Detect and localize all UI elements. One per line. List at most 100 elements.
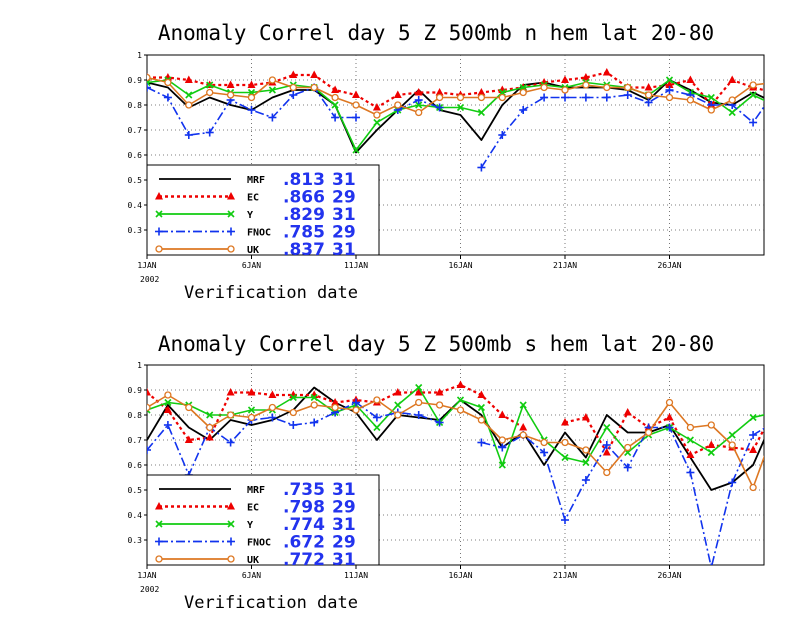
legend-name: FNOC: [247, 228, 271, 239]
data-point: [331, 101, 339, 109]
data-point: [456, 380, 465, 388]
series-line: [147, 71, 764, 109]
legend-marker: [155, 192, 163, 200]
data-point: [268, 86, 276, 94]
data-point: [561, 453, 569, 462]
data-point: [707, 93, 715, 102]
legend-count: 29: [332, 533, 356, 553]
data-point: [310, 418, 319, 427]
data-point: [770, 406, 778, 414]
data-point: [226, 80, 235, 88]
data-point: [749, 118, 758, 127]
data-point: [435, 388, 444, 396]
data-point: [665, 423, 674, 432]
data-point: [477, 93, 486, 102]
series-ec: [147, 380, 778, 458]
data-point: [707, 106, 715, 114]
data-point: [602, 93, 611, 102]
data-point: [665, 93, 674, 102]
legend-mean: .798: [283, 498, 325, 518]
x-tick-label: 11JAN: [344, 261, 368, 270]
legend-marker: [227, 210, 235, 218]
legend: MRF .735 31 EC .798 29 Y .774 31 FNOC .672 29 UK .772…: [146, 474, 380, 570]
data-point: [373, 423, 381, 432]
data-point: [477, 88, 486, 96]
x-tick-label: 26JAN: [657, 571, 681, 580]
data-point: [435, 93, 444, 102]
data-point: [393, 90, 402, 98]
x-tick-label: 21JAN: [553, 261, 577, 270]
data-point: [147, 446, 151, 454]
data-point: [414, 411, 423, 419]
data-point: [749, 91, 757, 99]
data-point: [352, 101, 360, 109]
data-point: [519, 423, 528, 431]
data-point: [352, 398, 360, 407]
data-point: [331, 398, 340, 406]
series-uk: [147, 391, 777, 492]
legend-marker: [227, 520, 235, 528]
data-point: [707, 421, 715, 429]
y-tick-label: 0.4: [128, 511, 143, 520]
x-tick-label: 26JAN: [657, 261, 681, 270]
data-point: [603, 423, 611, 432]
data-point: [456, 406, 465, 414]
data-point: [147, 388, 151, 396]
legend-mean: .672: [283, 533, 325, 553]
series-uk: [147, 73, 764, 119]
data-point: [414, 388, 423, 396]
legend-item-y: Y .774 31: [155, 515, 356, 535]
legend-name: EC: [247, 503, 259, 514]
data-point: [331, 113, 340, 122]
legend-count: 31: [332, 480, 356, 500]
data-point: [247, 413, 256, 422]
data-point: [686, 75, 695, 83]
y-tick-label: 0.6: [128, 151, 143, 160]
data-point: [164, 391, 172, 399]
x-tick-label: 1JAN: [137, 571, 156, 580]
data-point: [686, 450, 695, 458]
data-point: [519, 106, 528, 114]
data-point: [163, 93, 172, 102]
x-tick-label: 21JAN: [553, 571, 577, 580]
y-tick-label: 0.9: [128, 76, 143, 85]
data-point: [331, 85, 340, 93]
legend-marker: [155, 210, 163, 218]
data-point: [728, 441, 736, 449]
data-point: [749, 445, 758, 453]
legend-item-ec: EC .866 29: [155, 188, 356, 208]
data-point: [644, 91, 653, 99]
legend-marker: [155, 245, 163, 253]
x-tick-label: 16JAN: [448, 571, 472, 580]
data-point: [771, 427, 777, 433]
data-point: [561, 75, 569, 83]
data-point: [561, 516, 569, 524]
x-axis: 1JAN 6JAN 11JAN 16JAN 21JAN 26JAN: [137, 255, 682, 270]
series-group: [147, 68, 764, 172]
y-tick-label: 0.9: [128, 386, 143, 395]
data-point: [770, 419, 778, 427]
data-point: [289, 83, 297, 92]
data-point: [164, 398, 172, 407]
legend-mean: .837: [283, 240, 325, 260]
data-point: [749, 81, 757, 89]
data-point: [665, 86, 674, 94]
data-point: [310, 401, 318, 409]
data-point: [665, 398, 674, 407]
data-point: [415, 398, 423, 407]
legend-item-uk: UK .837 31: [155, 240, 356, 260]
data-point: [373, 118, 381, 127]
data-point: [498, 443, 507, 452]
data-point: [644, 428, 653, 437]
chart-title: Anomaly Correl day 5 Z 500mb n hem lat 2…: [158, 21, 714, 45]
data-point: [581, 73, 590, 81]
legend-mean: .735: [283, 480, 325, 500]
legend-name: EC: [247, 193, 259, 204]
data-point: [771, 410, 777, 416]
data-point: [644, 83, 653, 91]
data-point: [247, 80, 256, 88]
data-point: [498, 131, 507, 139]
data-point: [184, 435, 193, 443]
y-axis: 0.3 0.4 0.5 0.6 0.7 0.8 0.9 1: [128, 361, 147, 545]
data-point: [665, 413, 674, 421]
